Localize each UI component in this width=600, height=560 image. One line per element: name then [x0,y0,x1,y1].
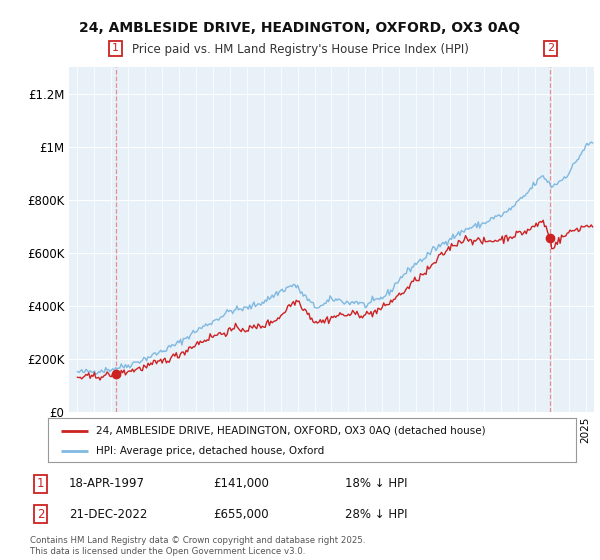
Text: Contains HM Land Registry data © Crown copyright and database right 2025.
This d: Contains HM Land Registry data © Crown c… [30,536,365,556]
Text: £141,000: £141,000 [213,477,269,491]
Text: 18-APR-1997: 18-APR-1997 [69,477,145,491]
Text: 1: 1 [112,44,119,53]
Text: 24, AMBLESIDE DRIVE, HEADINGTON, OXFORD, OX3 0AQ (detached house): 24, AMBLESIDE DRIVE, HEADINGTON, OXFORD,… [95,426,485,436]
Text: 2: 2 [547,44,554,53]
Text: 21-DEC-2022: 21-DEC-2022 [69,507,148,521]
Text: 1: 1 [37,477,44,491]
Text: 18% ↓ HPI: 18% ↓ HPI [345,477,407,491]
Text: Price paid vs. HM Land Registry's House Price Index (HPI): Price paid vs. HM Land Registry's House … [131,43,469,55]
Text: 2: 2 [37,507,44,521]
Text: £655,000: £655,000 [213,507,269,521]
Text: 24, AMBLESIDE DRIVE, HEADINGTON, OXFORD, OX3 0AQ: 24, AMBLESIDE DRIVE, HEADINGTON, OXFORD,… [79,21,521,35]
Text: 28% ↓ HPI: 28% ↓ HPI [345,507,407,521]
Text: HPI: Average price, detached house, Oxford: HPI: Average price, detached house, Oxfo… [95,446,324,456]
